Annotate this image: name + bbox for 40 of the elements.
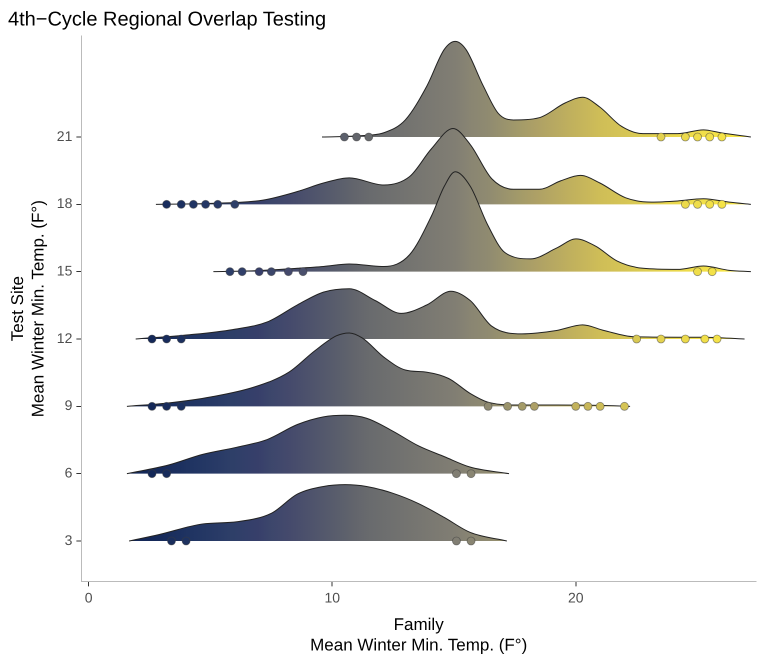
point — [254, 267, 264, 276]
y-tick-label: 12 — [56, 330, 73, 346]
point — [340, 132, 349, 142]
y-tick-label: 21 — [56, 128, 73, 144]
point — [484, 402, 492, 411]
y-axis-title: Test Site Mean Winter Min. Temp. (F°) — [8, 200, 48, 418]
chart-title: 4th−Cycle Regional Overlap Testing — [8, 8, 326, 31]
x-axis-title: Family Mean Winter Min. Temp. (F°) — [310, 615, 528, 654]
point — [571, 402, 580, 411]
point — [518, 402, 527, 411]
point — [213, 200, 222, 209]
point — [298, 267, 308, 276]
point — [503, 402, 512, 411]
y-tick-label: 6 — [64, 464, 73, 481]
point — [700, 334, 710, 344]
point — [708, 267, 717, 276]
point — [266, 267, 276, 276]
point — [230, 200, 240, 209]
point — [167, 536, 176, 546]
y-tick-label: 3 — [64, 532, 73, 548]
point — [584, 402, 592, 411]
point — [530, 402, 539, 411]
point — [189, 200, 198, 209]
point — [596, 402, 605, 411]
x-tick-label: 10 — [324, 590, 340, 606]
point — [364, 132, 374, 142]
point — [284, 267, 293, 276]
point — [352, 132, 361, 142]
x-tick-label: 0 — [84, 590, 93, 606]
point — [238, 267, 247, 276]
y-tick-label: 15 — [56, 262, 73, 279]
point — [226, 267, 234, 276]
y-tick-label: 18 — [56, 195, 73, 212]
point — [182, 536, 190, 546]
point — [632, 334, 642, 344]
point — [201, 200, 210, 209]
y-tick-label: 9 — [64, 397, 73, 414]
x-tick-label: 20 — [568, 590, 584, 606]
point — [620, 402, 629, 411]
point — [712, 334, 722, 344]
